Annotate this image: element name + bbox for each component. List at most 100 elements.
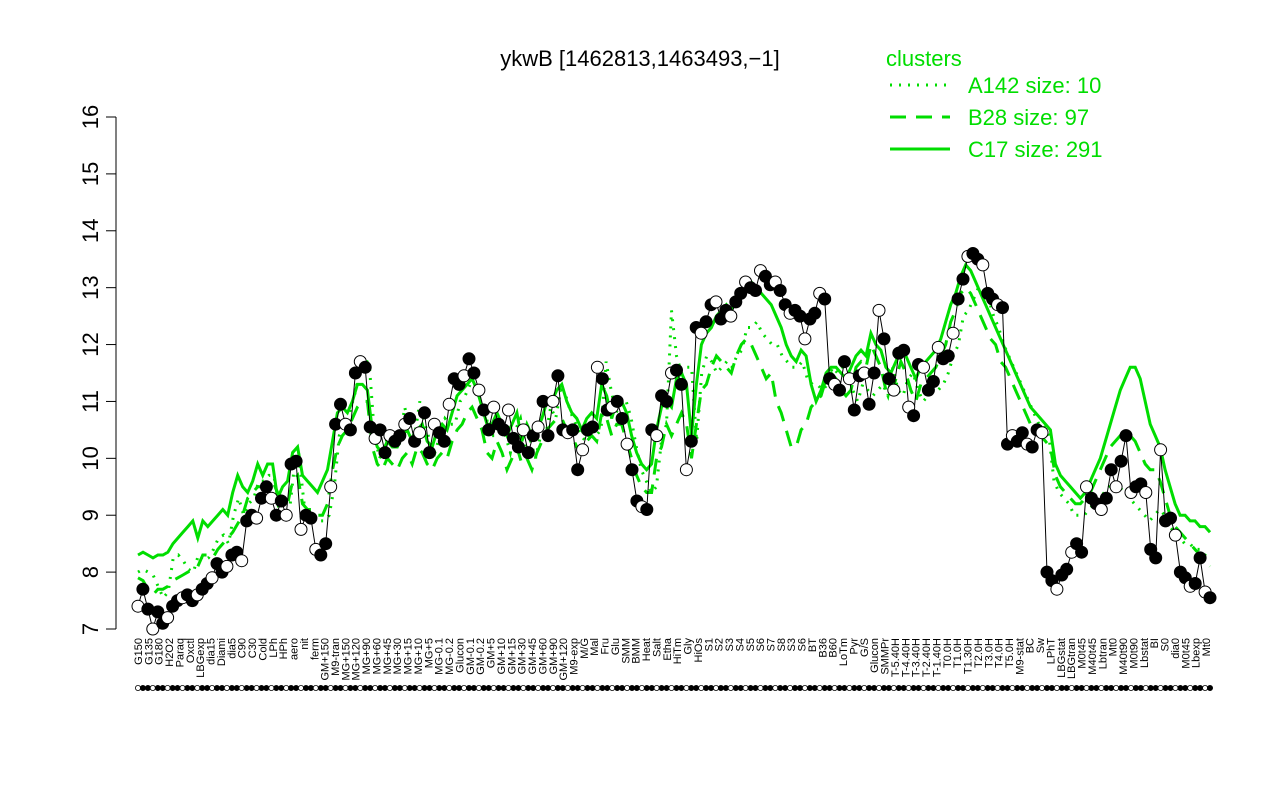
plot-points [131,247,1217,636]
rug-marker [545,685,552,692]
data-point [334,397,347,411]
rug-marker [673,685,680,692]
rug-marker [362,685,369,692]
rug-marker [999,685,1006,692]
rug-marker [757,685,764,692]
y-axis: 7 8 9 10 11 12 13 14 15 16 [78,105,117,635]
rug-marker [218,685,225,692]
rug-marker [431,685,438,692]
data-point [862,397,876,411]
rug-marker [619,685,626,692]
rug-marker [540,685,547,692]
x-tick-label: dia5 [226,638,238,659]
rug-marker [475,685,482,692]
rug-marker [905,685,912,692]
data-point [724,309,738,323]
x-tick-label: BC [1025,638,1037,653]
data-point [403,412,417,425]
rug-marker [159,685,166,692]
data-point [423,446,436,460]
rug-marker [574,685,581,692]
rug-marker [1068,685,1075,692]
data-point [151,605,165,619]
x-tick-label: BI [1149,638,1161,648]
x-tick-label: GM+120 [558,638,570,681]
rug-marker [584,685,591,692]
x-tick-label: MG+10 [413,638,425,674]
rug-marker [1048,685,1055,692]
data-point [437,434,451,448]
y-tick-label: 16 [78,105,103,129]
rug-marker [149,685,156,692]
rug-marker [881,685,888,692]
rug-marker [233,685,240,692]
rug-marker [495,685,502,692]
x-tick-label: MG+120 [351,638,363,681]
x-tick-label: G135 [143,638,155,665]
rug-marker [342,685,349,692]
data-point [531,420,545,434]
rug-marker [1053,685,1060,692]
rug-marker [184,685,191,692]
rug-marker [337,685,344,692]
x-tick-label: SMMPr [880,638,892,675]
data-point [314,548,328,562]
rug-marker [792,685,799,692]
rug-marker [347,685,354,692]
x-tick-label: S8 [776,638,788,651]
rug-marker [391,685,398,692]
series-line-solid [137,262,1212,560]
data-point [887,383,901,397]
data-point [709,295,723,309]
legend-entry-label: C17 size: 291 [968,137,1103,162]
data-point [1139,486,1153,499]
x-tick-label: M9-stat [1014,638,1026,675]
x-tick-label: T-2.40H [921,638,933,677]
rug-marker [1167,685,1174,692]
x-tick-label: M0t90 [1128,638,1140,669]
rug-marker [663,685,670,692]
rug-marker [485,685,492,692]
data-point [348,366,362,380]
rug-marker [554,685,561,692]
rug-marker [1093,685,1100,692]
rug-marker [797,685,804,692]
rug-marker [421,685,428,692]
data-point [576,443,590,457]
rug-marker [352,685,359,692]
data-point [289,454,303,468]
rug-marker [1157,685,1164,692]
rug-marker [406,685,413,692]
data-point [699,315,713,329]
rug-marker [460,685,467,692]
rug-marker [1103,685,1110,692]
rug-marker [787,685,794,692]
rug-marker [530,685,537,692]
rug-marker [317,685,324,692]
rug-marker [683,685,690,692]
rug-marker [441,685,448,692]
rug-marker [322,685,329,692]
rug-marker [1063,685,1070,692]
data-point [773,284,787,297]
rug-marker [470,685,477,692]
rug-marker [930,685,937,692]
x-tick-label: LPhT [1046,638,1058,665]
x-tick-label: aero [289,638,301,660]
rug-marker [1137,685,1144,692]
data-point [516,423,530,437]
rug-marker [772,685,779,692]
rug-marker [767,685,774,692]
rug-marker [841,685,848,692]
rug-marker [747,685,754,692]
rug-marker [614,685,621,692]
y-tick-label: 8 [78,566,103,578]
x-tick-label: S6 [797,638,809,651]
y-tick-label: 13 [78,275,103,299]
x-tick-label: T-1.40H [931,638,943,677]
rug-marker [658,685,665,692]
rug-marker [643,685,650,692]
x-tick-label: Mt0 [1201,638,1213,656]
x-tick-label: S3 [724,638,736,651]
